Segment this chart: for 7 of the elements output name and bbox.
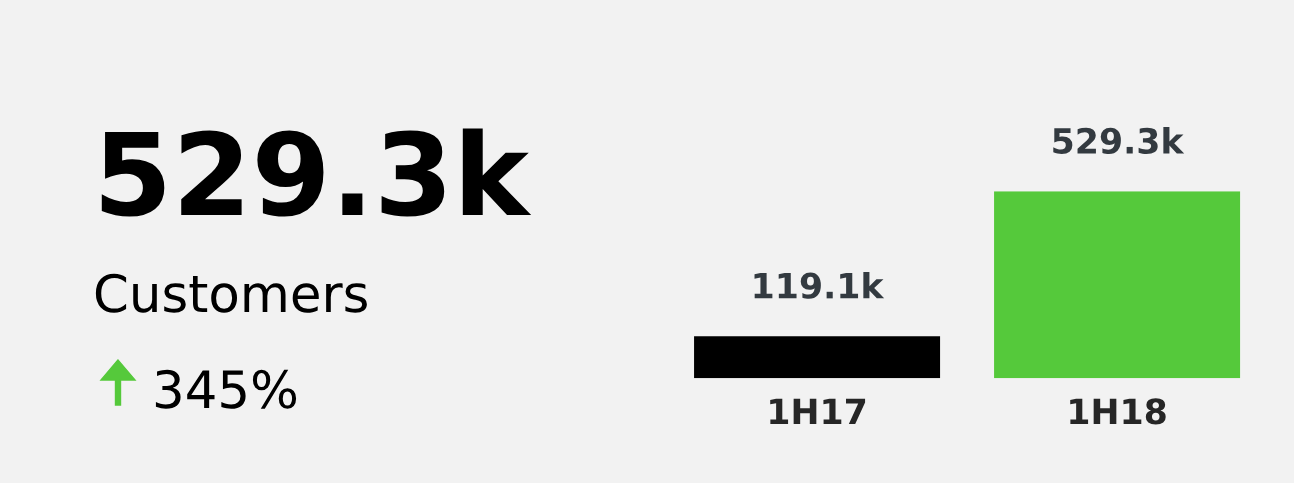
text: 345% xyxy=(155,369,297,409)
data-label: 119.1k xyxy=(754,271,885,299)
x-tick-label: 1H18 xyxy=(1070,398,1166,425)
x-tick-label: 1H17 xyxy=(770,398,866,425)
data-label: 529.3k xyxy=(1053,127,1185,154)
text: 529.3k xyxy=(101,128,532,217)
text: Customers xyxy=(95,273,367,313)
